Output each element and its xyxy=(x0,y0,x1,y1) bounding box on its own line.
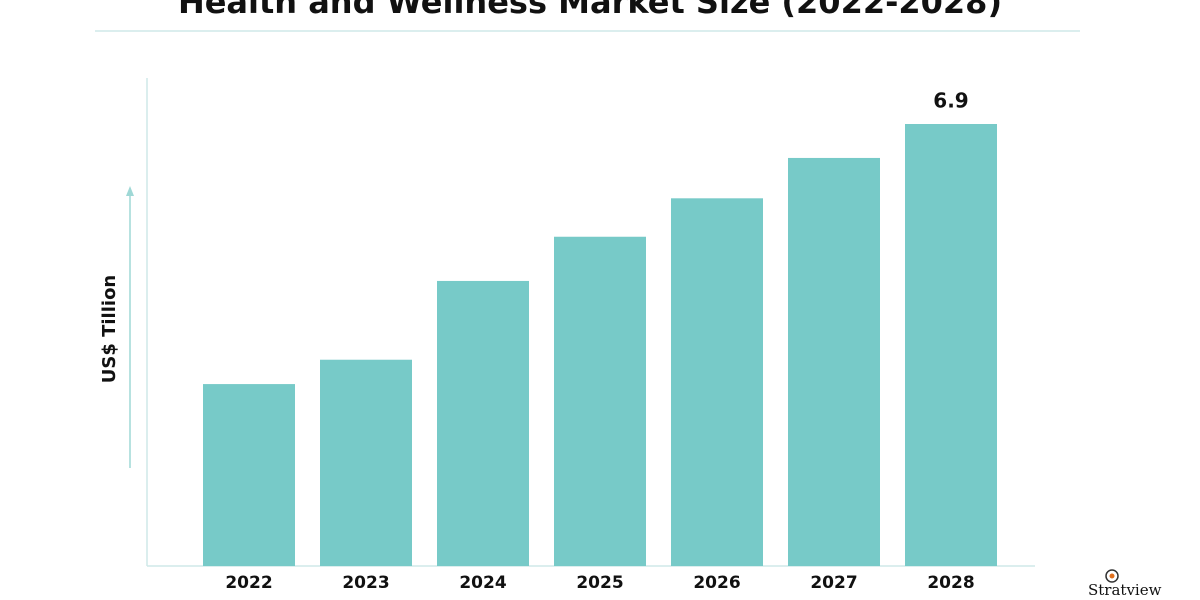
x-tick-label: 2027 xyxy=(810,573,857,593)
bar xyxy=(671,198,763,566)
y-axis-label: US$ Tillion xyxy=(99,275,120,384)
bar xyxy=(320,359,412,566)
bar xyxy=(554,236,646,566)
x-tick-label: 2028 xyxy=(927,573,974,593)
axis-arrowhead xyxy=(126,186,134,196)
logo-text: Stratview xyxy=(1088,581,1162,599)
x-tick-label: 2024 xyxy=(459,573,506,593)
x-tick-label: 2025 xyxy=(576,573,623,593)
x-tick-label: 2026 xyxy=(693,573,740,593)
bar xyxy=(437,280,529,566)
logo-icon xyxy=(1105,569,1119,583)
bar xyxy=(905,124,997,566)
bar xyxy=(788,157,880,566)
logo-icon-dot xyxy=(1109,573,1115,579)
value-label: 6.9 xyxy=(933,89,968,113)
chart-title: Health and Wellness Market Size (2022-20… xyxy=(178,0,1002,21)
x-tick-label: 2022 xyxy=(225,573,272,593)
x-tick-label: 2023 xyxy=(342,573,389,593)
bar xyxy=(203,384,295,566)
